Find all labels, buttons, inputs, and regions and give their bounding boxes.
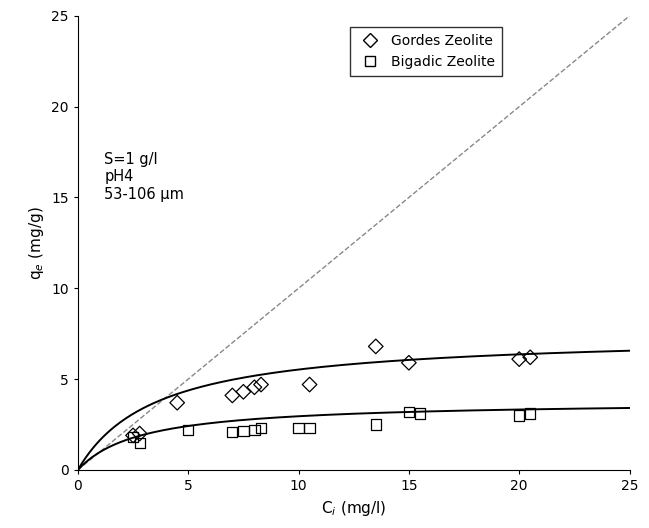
Point: [134, 429, 145, 438]
Point: [227, 428, 238, 436]
Point: [238, 388, 249, 396]
Point: [371, 420, 381, 429]
Point: [256, 424, 266, 432]
Point: [249, 426, 260, 434]
X-axis label: C$_{i}$ (mg/l): C$_{i}$ (mg/l): [321, 498, 386, 517]
Point: [514, 355, 524, 363]
Y-axis label: q$_{e}$ (mg/g): q$_{e}$ (mg/g): [27, 206, 45, 280]
Text: S=1 g/l
pH4
53-106 μm: S=1 g/l pH4 53-106 μm: [104, 152, 184, 202]
Point: [227, 391, 238, 400]
Point: [404, 359, 414, 367]
Point: [514, 411, 524, 420]
Point: [128, 431, 138, 440]
Point: [249, 383, 260, 391]
Point: [304, 424, 315, 432]
Point: [525, 409, 535, 418]
Point: [128, 433, 138, 441]
Legend: Gordes Zeolite, Bigadic Zeolite: Gordes Zeolite, Bigadic Zeolite: [350, 27, 502, 76]
Point: [238, 427, 249, 435]
Point: [183, 426, 193, 434]
Point: [293, 424, 304, 432]
Point: [172, 399, 182, 407]
Point: [304, 380, 315, 389]
Point: [404, 408, 414, 416]
Point: [525, 353, 535, 362]
Point: [256, 380, 266, 389]
Point: [371, 342, 381, 351]
Point: [415, 409, 425, 418]
Point: [134, 438, 145, 447]
